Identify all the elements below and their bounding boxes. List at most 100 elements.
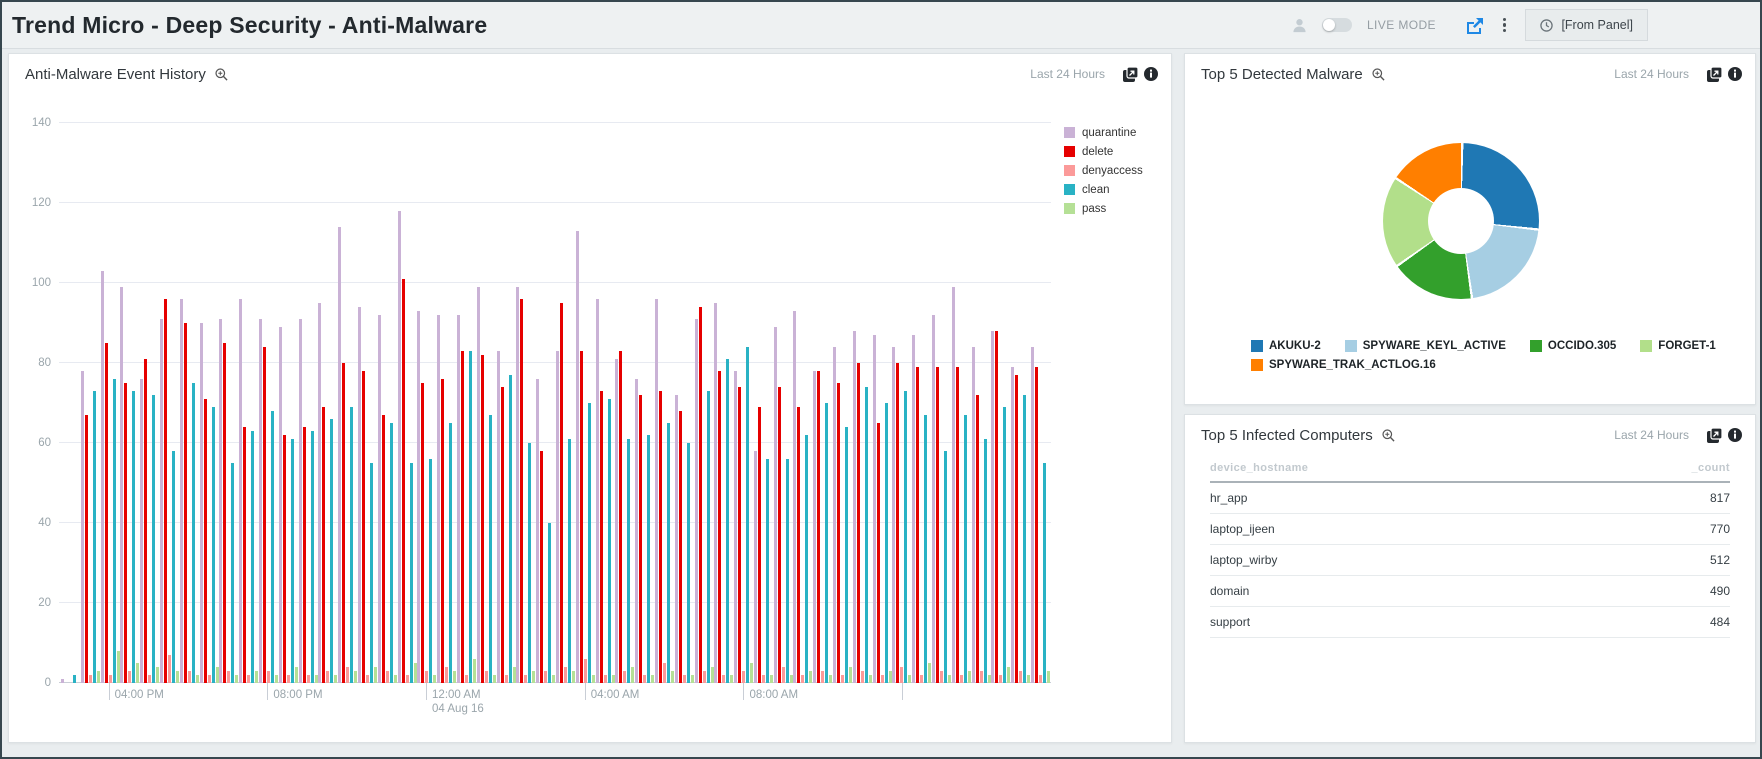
bar-pass[interactable] — [888, 671, 892, 683]
bar-clean[interactable] — [706, 391, 710, 683]
bar-clean[interactable] — [310, 431, 314, 683]
bar-denyaccess[interactable] — [425, 671, 429, 683]
bar-quarantine[interactable] — [773, 327, 777, 683]
bar-delete[interactable] — [104, 343, 108, 683]
bar-pass[interactable] — [690, 675, 694, 683]
bar-quarantine[interactable] — [892, 347, 896, 683]
info-icon[interactable] — [1728, 67, 1742, 81]
bar-delete[interactable] — [144, 359, 148, 683]
bar-denyaccess[interactable] — [365, 675, 369, 683]
bar-pass[interactable] — [294, 667, 298, 683]
bar-denyaccess[interactable] — [445, 667, 449, 683]
legend-item-pass[interactable]: pass — [1064, 199, 1143, 218]
bar-pass[interactable] — [96, 671, 100, 683]
bar-quarantine[interactable] — [536, 379, 540, 683]
bar-denyaccess[interactable] — [643, 675, 647, 683]
bar-pass[interactable] — [156, 667, 160, 683]
bar-pass[interactable] — [393, 675, 397, 683]
bar-quarantine[interactable] — [397, 211, 401, 683]
bar-denyaccess[interactable] — [128, 671, 132, 683]
bar-pass[interactable] — [611, 675, 615, 683]
bar-clean[interactable] — [924, 415, 928, 683]
bar-delete[interactable] — [124, 383, 128, 683]
bar-quarantine[interactable] — [516, 287, 520, 683]
open-in-new-icon[interactable] — [1707, 66, 1722, 82]
table-row[interactable]: hr_app 817 — [1210, 483, 1730, 514]
bar-pass[interactable] — [908, 675, 912, 683]
bar-delete[interactable] — [1015, 375, 1019, 683]
bar-pass[interactable] — [710, 667, 714, 683]
bar-denyaccess[interactable] — [405, 675, 409, 683]
bar-pass[interactable] — [433, 675, 437, 683]
bar-quarantine[interactable] — [298, 319, 302, 683]
bar-denyaccess[interactable] — [167, 655, 171, 683]
bar-clean[interactable] — [627, 439, 631, 683]
open-in-new-icon[interactable] — [1123, 66, 1138, 82]
bar-denyaccess[interactable] — [286, 675, 290, 683]
bar-clean[interactable] — [369, 463, 373, 683]
bar-denyaccess[interactable] — [544, 671, 548, 683]
bar-clean[interactable] — [231, 463, 235, 683]
bar-delete[interactable] — [183, 323, 187, 683]
bar-delete[interactable] — [995, 331, 999, 683]
bar-delete[interactable] — [1035, 367, 1039, 683]
bar-clean[interactable] — [251, 431, 255, 683]
bar-denyaccess[interactable] — [781, 667, 785, 683]
table-row[interactable]: laptop_ijeen 770 — [1210, 514, 1730, 545]
bar-delete[interactable] — [678, 411, 682, 683]
bar-clean[interactable] — [449, 423, 453, 683]
bar-denyaccess[interactable] — [88, 675, 92, 683]
bar-pass[interactable] — [571, 671, 575, 683]
bar-clean[interactable] — [1043, 463, 1047, 683]
bar-quarantine[interactable] — [615, 359, 619, 683]
bar-pass[interactable] — [868, 675, 872, 683]
bar-clean[interactable] — [567, 439, 571, 683]
bar-delete[interactable] — [342, 363, 346, 683]
bar-clean[interactable] — [765, 459, 769, 683]
bar-delete[interactable] — [738, 387, 742, 683]
bar-quarantine[interactable] — [318, 303, 322, 683]
bar-clean[interactable] — [884, 403, 888, 683]
bar-denyaccess[interactable] — [524, 675, 528, 683]
bar-delete[interactable] — [243, 427, 247, 683]
bar-delete[interactable] — [262, 347, 266, 683]
bar-clean[interactable] — [528, 443, 532, 683]
bar-clean[interactable] — [389, 423, 393, 683]
bar-quarantine[interactable] — [100, 271, 104, 683]
bar-pass[interactable] — [1027, 675, 1031, 683]
bar-quarantine[interactable] — [239, 299, 243, 683]
bar-delete[interactable] — [223, 343, 227, 683]
bar-denyaccess[interactable] — [247, 675, 251, 683]
live-mode-toggle[interactable] — [1321, 18, 1352, 32]
legend-item-AKUKU-2[interactable]: AKUKU-2 — [1251, 338, 1321, 354]
legend-item-quarantine[interactable]: quarantine — [1064, 123, 1143, 142]
bar-pass[interactable] — [472, 659, 476, 683]
bar-clean[interactable] — [864, 387, 868, 683]
bar-quarantine[interactable] — [278, 327, 282, 683]
bar-delete[interactable] — [718, 371, 722, 683]
bar-delete[interactable] — [421, 383, 425, 683]
bar-quarantine[interactable] — [555, 351, 559, 683]
bar-quarantine[interactable] — [833, 347, 837, 683]
bar-quarantine[interactable] — [179, 299, 183, 683]
bar-denyaccess[interactable] — [207, 675, 211, 683]
bar-pass[interactable] — [492, 675, 496, 683]
bar-denyaccess[interactable] — [623, 671, 627, 683]
bar-pass[interactable] — [948, 675, 952, 683]
bar-quarantine[interactable] — [80, 371, 84, 683]
legend-item-denyaccess[interactable]: denyaccess — [1064, 161, 1143, 180]
bar-delete[interactable] — [619, 351, 623, 683]
bar-pass[interactable] — [591, 675, 595, 683]
bar-delete[interactable] — [777, 387, 781, 683]
bar-delete[interactable] — [401, 279, 405, 683]
bar-pass[interactable] — [255, 671, 259, 683]
bar-clean[interactable] — [330, 419, 334, 683]
bar-pass[interactable] — [1047, 671, 1051, 683]
bar-pass[interactable] — [750, 663, 754, 683]
bar-pass[interactable] — [631, 667, 635, 683]
table-row[interactable]: domain 490 — [1210, 576, 1730, 607]
bar-pass[interactable] — [373, 667, 377, 683]
bar-pass[interactable] — [136, 663, 140, 683]
bar-delete[interactable] — [876, 423, 880, 683]
bar-clean[interactable] — [132, 391, 136, 683]
